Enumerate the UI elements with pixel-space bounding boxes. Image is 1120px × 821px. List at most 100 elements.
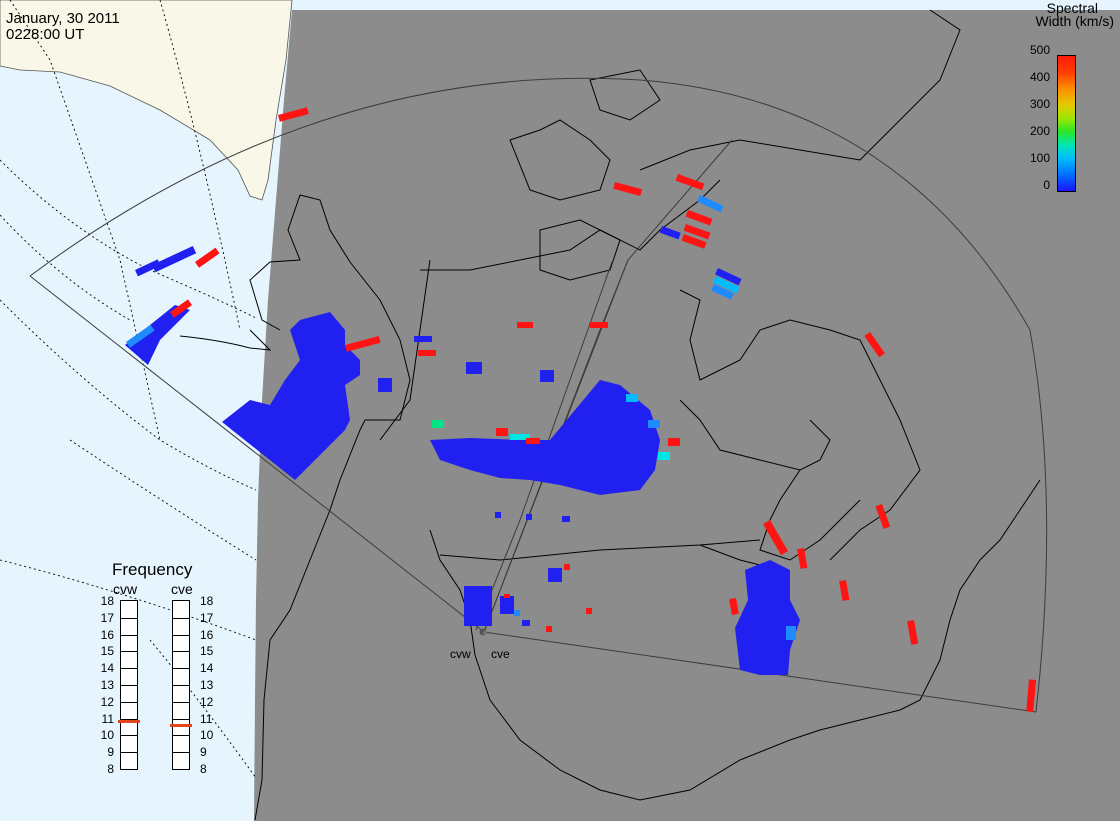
east-patch-cells (735, 560, 800, 675)
data-cell (715, 268, 742, 286)
data-cell (195, 247, 220, 268)
frequency-marker-cve (170, 723, 192, 727)
data-cell (504, 594, 510, 598)
colorbar-title-line1: Spectral (1046, 0, 1098, 16)
data-cell (526, 514, 532, 520)
data-cell (681, 234, 707, 249)
data-cell (907, 619, 919, 645)
data-cell (697, 195, 724, 213)
frequency-scale-tick: 16 (200, 627, 214, 642)
frequency-scale-tick: 18 (200, 594, 214, 608)
colorbar-tick: 0 (1043, 178, 1050, 192)
frequency-grid-line (121, 651, 137, 653)
frequency-scale-tick: 16 (100, 627, 114, 642)
data-cell (466, 362, 482, 374)
frequency-scale-tick: 15 (100, 644, 114, 659)
frequency-scale-tick: 17 (100, 610, 114, 625)
data-cell (152, 245, 197, 273)
frequency-scale-tick: 8 (107, 762, 114, 776)
data-cell (613, 181, 643, 197)
data-cell (763, 520, 789, 556)
frequency-scale-tick: 13 (100, 678, 114, 692)
frequency-scale-tick: 18 (100, 594, 114, 608)
frequency-title: Frequency (112, 560, 193, 579)
data-cell (514, 610, 520, 616)
data-cell (839, 580, 850, 601)
radar-label-cve: cve (491, 647, 510, 661)
data-cell (668, 438, 680, 446)
frequency-grid-line (173, 718, 189, 720)
data-cell (562, 516, 570, 522)
frequency-marker-cvw (118, 720, 140, 724)
data-cell (125, 324, 155, 348)
data-cell (546, 626, 552, 632)
data-cell (495, 512, 501, 518)
day-land (0, 0, 293, 201)
data-cell (564, 564, 570, 570)
colorbar-tick: 400 (1029, 70, 1050, 84)
radar-site-cve (483, 631, 487, 635)
data-cell (713, 276, 740, 294)
frequency-grid-line (121, 617, 137, 619)
data-cell (522, 620, 530, 626)
frequency-scale-tick: 15 (200, 644, 214, 659)
frequency-scale-tick: 13 (200, 678, 214, 692)
frequency-gauge-cve (170, 600, 192, 770)
frequency-grid-line (173, 668, 189, 670)
night-shading (254, 10, 1120, 821)
data-cell (685, 210, 713, 226)
frequency-scale-tick: 14 (100, 661, 114, 676)
alaska-cells (125, 305, 190, 365)
data-cell (169, 299, 193, 318)
data-cells (125, 107, 1037, 712)
data-cell (345, 335, 381, 352)
data-cell (526, 438, 540, 444)
data-cell (496, 428, 508, 436)
data-cell (683, 224, 711, 240)
colorbar-tick: 200 (1029, 124, 1050, 138)
data-cell (729, 598, 739, 615)
frequency-gauge-cvw (118, 600, 140, 770)
data-cell (510, 434, 530, 440)
colorbar-tick: 500 (1029, 43, 1050, 57)
data-cell (711, 284, 734, 300)
data-cell (134, 259, 161, 277)
frequency-grid-line (121, 735, 137, 737)
frequency-grid-line (173, 685, 189, 686)
data-cell (418, 350, 436, 356)
frequency-scale-tick: 17 (200, 610, 214, 625)
data-cell (1026, 679, 1037, 712)
frequency-scale-tick: 9 (200, 745, 207, 760)
central-band-cells (430, 380, 660, 495)
frequency-scale-tick: 11 (200, 711, 213, 726)
frequency-grid-line (121, 701, 137, 703)
colorbar-tick: 100 (1029, 151, 1050, 165)
frequency-scale-tick: 10 (100, 728, 114, 743)
frequency-grid-line (173, 634, 189, 636)
frequency-scale-tick: 14 (200, 661, 214, 676)
data-cell (278, 107, 309, 122)
spectral-width-colorbar (1057, 55, 1076, 192)
frequency-grid-line (173, 752, 189, 754)
data-cell (378, 378, 392, 392)
data-cell (517, 322, 533, 328)
data-cell (659, 226, 681, 240)
data-cell (586, 608, 592, 614)
frequency-grid-line (121, 668, 137, 670)
frequency-scale-tick: 10 (200, 728, 214, 743)
data-cell (875, 503, 891, 529)
frequency-radar-label-cve: cve (171, 581, 193, 597)
colorbar-tick: 300 (1029, 97, 1050, 111)
time-label: 0228:00 UT (6, 26, 85, 43)
data-cell (500, 596, 514, 614)
west-fan-cells (222, 312, 360, 480)
frequency-radar-label-cvw: cvw (113, 581, 138, 597)
frequency-grid-line (121, 634, 137, 636)
data-cell (464, 586, 492, 626)
data-cell (797, 548, 808, 569)
data-cell (864, 331, 885, 358)
frequency-scale-tick: 12 (200, 694, 214, 709)
frequency-scale-tick: 12 (100, 694, 114, 709)
data-cell (414, 336, 432, 342)
